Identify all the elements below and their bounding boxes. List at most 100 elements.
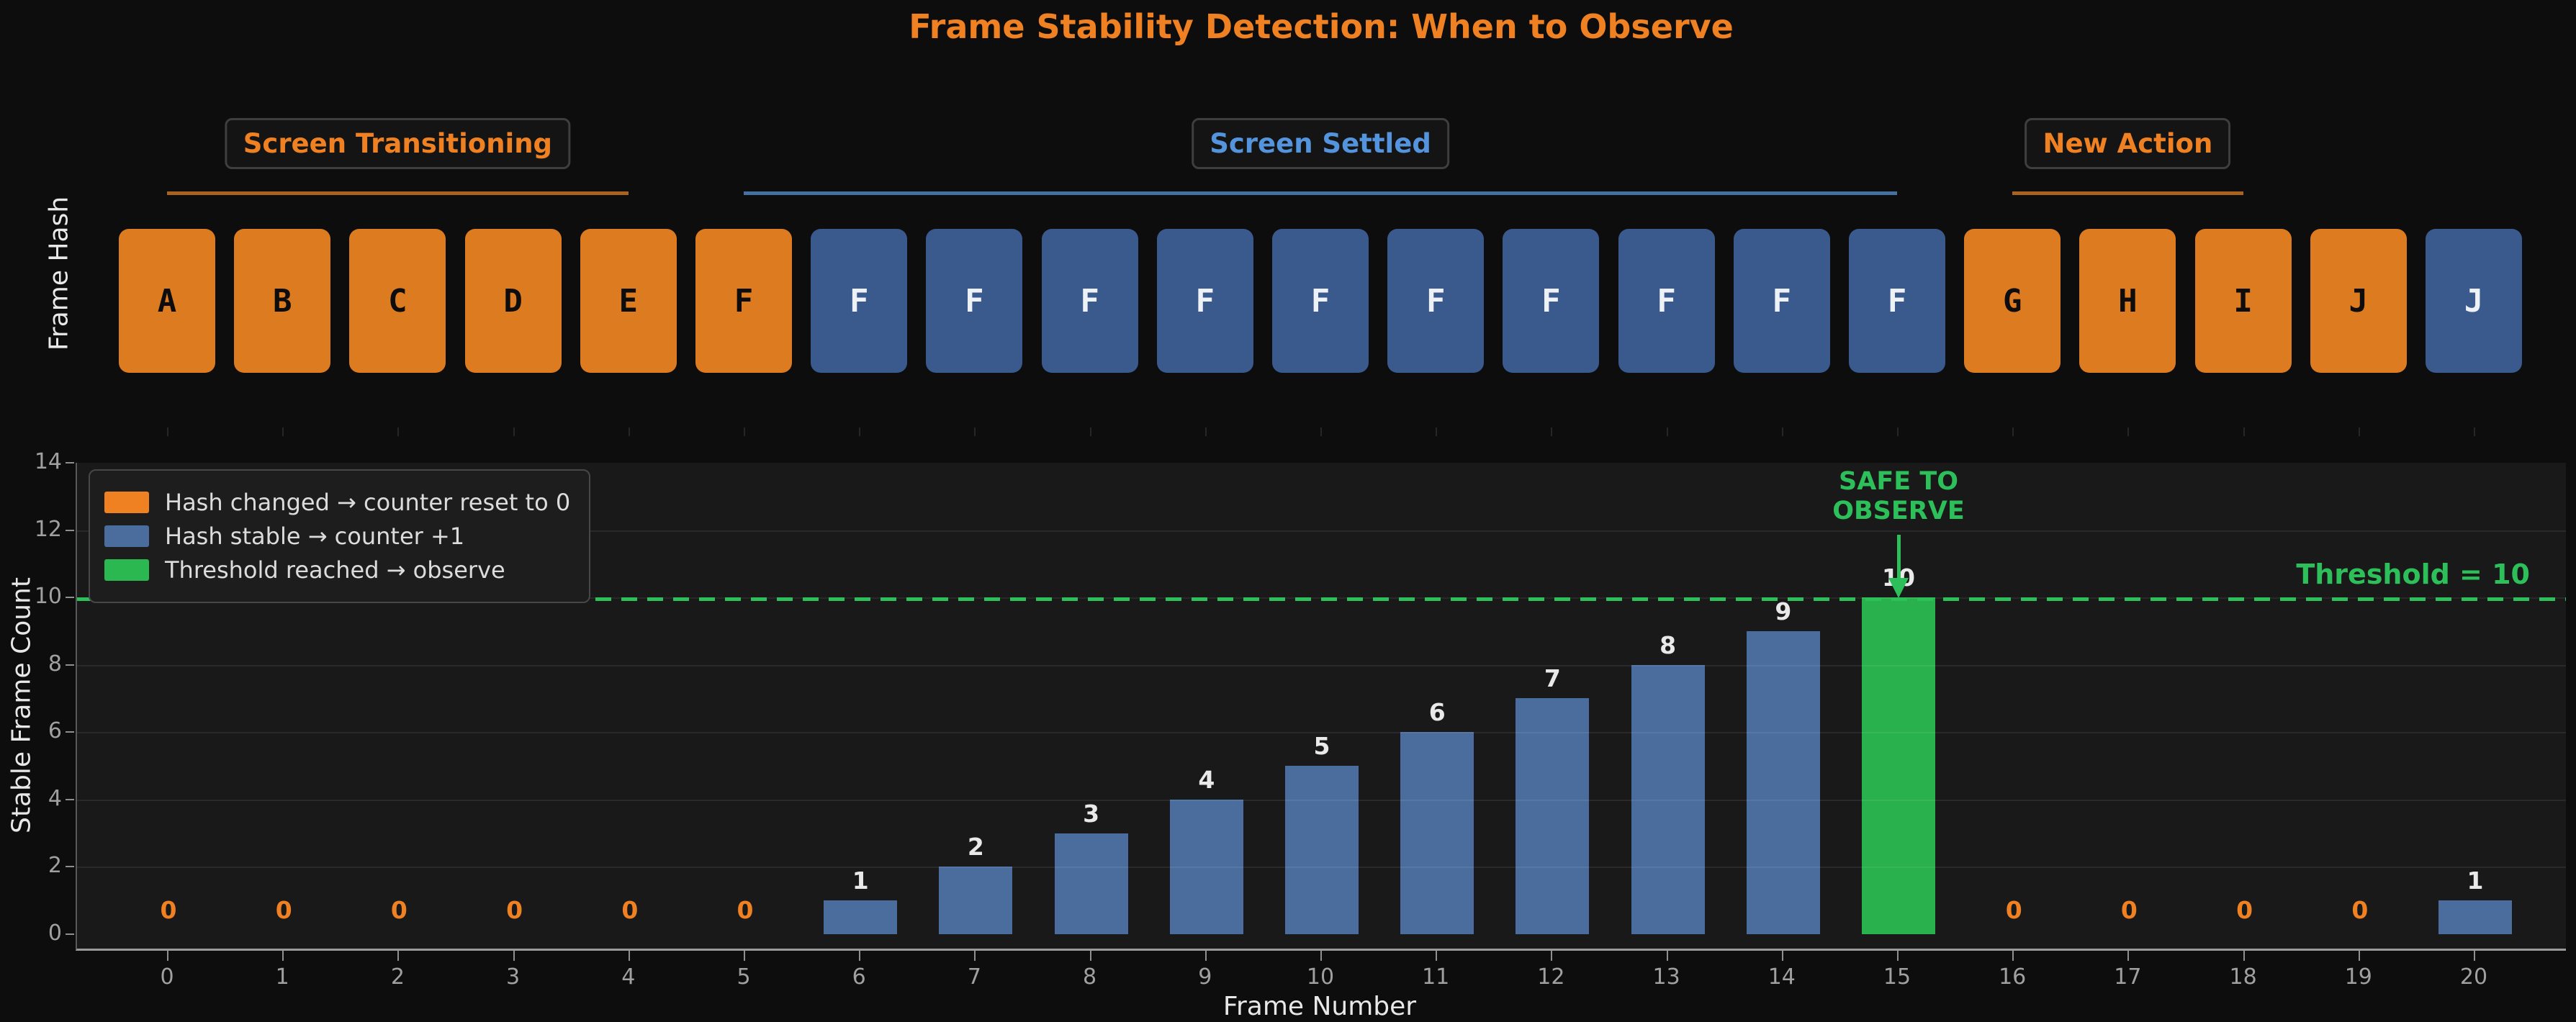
x-tick-mark [1204,951,1207,961]
page-title: Frame Stability Detection: When to Obser… [909,7,1734,46]
x-tick-mark [1666,951,1668,961]
legend-row-2: Threshold reached → observe [104,556,570,584]
zone-underline-1 [744,191,1897,195]
bar-value-label: 2 [967,833,984,862]
gridline-y4 [77,799,2566,801]
bar-frame-14 [1746,630,1820,934]
hash-box-frame-16: G [1964,229,2061,373]
x-tick-mark [2012,951,2014,961]
gridline-y6 [77,732,2566,734]
gridline-y2 [77,867,2566,869]
safe-to-observe-annotation: SAFE TO OBSERVE [1832,467,1965,527]
hash-box-frame-18: I [2194,229,2292,373]
hash-row-tick [513,428,515,436]
hash-box-frame-1: B [234,229,331,373]
legend-label: Threshold reached → observe [165,556,505,584]
x-tick-mark [1320,951,1322,961]
y-tick-mark [66,461,74,463]
x-tick-label-14: 14 [1767,964,1796,990]
bar-value-label: 1 [2467,867,2484,895]
x-tick-label-11: 11 [1422,964,1450,990]
zero-value-label: 0 [621,896,639,924]
threshold-line [77,597,2566,602]
x-tick-label-18: 18 [2229,964,2257,990]
x-tick-label-4: 4 [621,964,636,990]
y-tick-label-10: 10 [34,584,62,610]
bar-chart-plot-area: 0000001234567891000001 Hash changed → co… [76,463,2566,951]
zone-label-2: New Action [2025,118,2231,169]
annotation-line: OBSERVE [1832,497,1965,526]
y-tick-mark [66,529,74,531]
x-tick-label-8: 8 [1083,964,1097,990]
hash-row-tick [1781,428,1783,436]
x-tick-mark [1551,951,1553,961]
hash-box-frame-17: H [2079,229,2176,373]
hash-box-frame-8: F [1041,229,1138,373]
bar-value-label: 6 [1428,698,1446,727]
bar-frame-12 [1516,698,1590,934]
hash-row-tick [1551,428,1553,436]
frame-hash-axis-label: Frame Hash [44,196,74,351]
x-tick-mark [1089,951,1091,961]
hash-box-frame-0: A [119,229,215,373]
hash-row-tick [974,428,976,436]
legend-swatch-blue_swatch [104,525,149,547]
gridline-y8 [77,664,2566,666]
zone-label-1: Screen Settled [1192,118,1449,169]
zone-underline-2 [2012,191,2243,195]
hash-box-frame-6: F [811,229,908,373]
hash-row-tick [397,428,400,436]
x-tick-label-19: 19 [2344,964,2372,990]
hash-box-frame-19: J [2310,229,2407,373]
y-tick-mark [66,597,74,599]
x-tick-mark [1781,951,1783,961]
x-tick-label-2: 2 [390,964,405,990]
zero-value-label: 0 [275,896,292,924]
y-tick-label-12: 12 [34,516,62,542]
hash-row-tick [744,428,745,436]
hash-row-tick [2474,428,2475,436]
y-tick-label-2: 2 [48,853,62,879]
x-tick-mark [744,951,745,961]
y-tick-mark [66,866,74,868]
x-tick-mark [628,951,630,961]
hash-row-tick [1897,428,1899,436]
zero-value-label: 0 [160,896,177,924]
x-tick-mark [397,951,400,961]
annotation-arrow-head-icon [1888,578,1909,598]
zone-underline-0 [167,191,629,195]
y-tick-label-6: 6 [48,718,62,744]
y-tick-label-8: 8 [48,651,62,677]
legend-swatch-green_swatch [104,559,149,581]
y-axis-label: Stable Frame Count [6,577,37,833]
bar-frame-13 [1631,664,1705,934]
bar-value-label: 4 [1198,765,1215,794]
x-tick-mark [2358,951,2360,961]
x-tick-mark [2474,951,2475,961]
x-tick-mark [1897,951,1899,961]
x-tick-mark [974,951,976,961]
y-tick-label-4: 4 [48,785,62,811]
hash-row-tick [282,428,284,436]
y-tick-mark [66,731,74,733]
hash-row-tick [1436,428,1438,436]
hash-row-tick [628,428,630,436]
x-tick-mark [282,951,284,961]
hash-box-frame-12: F [1503,229,1600,373]
zero-value-label: 0 [506,896,523,924]
hash-row-tick [2243,428,2245,436]
bar-value-label: 5 [1313,732,1330,761]
hash-box-frame-3: D [464,229,562,373]
bar-frame-11 [1400,732,1474,934]
zone-label-0: Screen Transitioning [225,118,571,169]
x-tick-label-5: 5 [737,964,751,990]
bar-frame-20 [2438,900,2512,934]
zero-value-label: 0 [2351,896,2369,924]
annotation-arrow-stem [1897,535,1901,581]
x-tick-label-1: 1 [275,964,289,990]
hash-row-tick [1320,428,1322,436]
hash-row-tick [2127,428,2130,436]
hash-box-frame-7: F [926,229,1023,373]
hash-box-frame-5: F [695,229,792,373]
x-tick-label-13: 13 [1652,964,1680,990]
